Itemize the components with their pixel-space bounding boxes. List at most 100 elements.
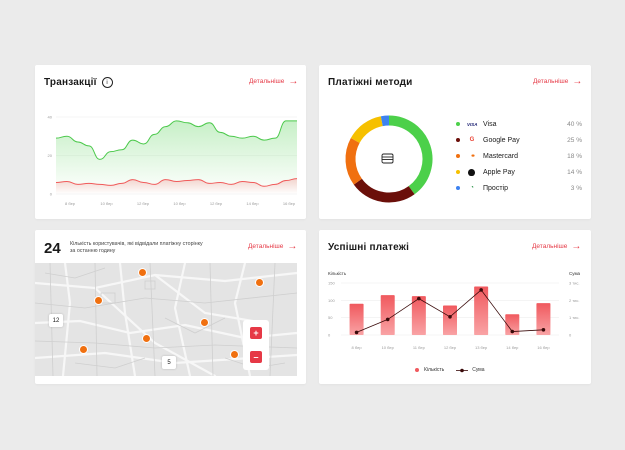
map-pin[interactable]: [79, 345, 88, 354]
x-tick-label: 10 бер: [382, 345, 395, 350]
map-pin[interactable]: [230, 350, 239, 359]
sum-point[interactable]: [448, 315, 452, 319]
sum-point[interactable]: [510, 329, 515, 334]
transactions-more-link[interactable]: Детальніше →: [249, 75, 299, 87]
arrow-right-icon: →: [288, 75, 299, 87]
donut-slice[interactable]: [380, 115, 390, 127]
arrow-right-icon: →: [571, 240, 582, 252]
map-pin[interactable]: [142, 334, 151, 343]
payment-method-row[interactable]: Apple Pay 14 %: [456, 166, 582, 178]
transactions-card: Транзакції i Детальніше → 40 20 0 8 бер 10 …: [35, 65, 306, 219]
arrow-right-icon: →: [572, 75, 583, 87]
x-tick-label: 12 бер: [137, 201, 150, 206]
success-more-link[interactable]: Детальніше →: [532, 240, 582, 252]
count-bar[interactable]: [380, 295, 395, 335]
success-payments-title: Успішні платежі: [328, 242, 410, 253]
payment-method-label: Apple Pay: [483, 168, 515, 176]
wallet-icon: [381, 153, 394, 164]
donut-slice[interactable]: [353, 178, 415, 203]
left-tick-label: 50: [328, 315, 333, 320]
visitors-more-text: Детальніше: [248, 243, 284, 250]
payment-method-label: Простір: [483, 184, 508, 192]
series-area: [56, 178, 297, 194]
legend-dot: [456, 154, 460, 158]
series-line: [55, 120, 297, 160]
payment-method-label: Visa: [483, 120, 497, 128]
map-cluster-badge[interactable]: 5: [162, 356, 176, 369]
left-axis-label: Кількість: [328, 271, 347, 276]
payment-method-row[interactable]: VISA Visa 40 %: [456, 118, 582, 130]
apple-icon: [468, 168, 475, 176]
payment-methods-more-link[interactable]: Детальніше →: [533, 75, 583, 87]
sum-point[interactable]: [541, 328, 546, 332]
sum-point[interactable]: [354, 330, 359, 335]
visitors-card: 24 Кількість користувачів, які відвідали…: [35, 230, 306, 384]
x-tick-label: 14 бер: [246, 201, 259, 206]
payment-method-percent: 25 %: [567, 136, 582, 144]
donut-slice[interactable]: [345, 138, 363, 185]
zoom-out-button[interactable]: –: [250, 351, 262, 363]
y-tick-label: 40: [48, 115, 53, 120]
legend-sum-label: Сума: [472, 367, 485, 373]
x-tick-label: 11 бер: [413, 345, 426, 350]
y-tick-label: 0: [50, 192, 53, 197]
count-bar[interactable]: [349, 303, 364, 335]
payment-method-percent: 14 %: [567, 168, 582, 176]
zoom-in-button[interactable]: +: [250, 327, 262, 339]
success-more-text: Детальніше: [532, 243, 568, 250]
payment-methods-title: Платіжні методи: [328, 77, 413, 88]
legend-sum: Сума: [456, 367, 485, 373]
legend-dot: [456, 138, 460, 142]
count-bar[interactable]: [536, 303, 551, 335]
transactions-chart: 40 20 0 8 бер 10 бер 12 бер 10 бер 12 бер 14 бе…: [48, 115, 298, 206]
success-legend: Кількість Сума: [415, 367, 485, 373]
map-pin[interactable]: [94, 296, 103, 305]
x-tick-label: 14 бер: [506, 345, 519, 350]
right-tick-label: 3 тис.: [569, 281, 580, 286]
map-pin[interactable]: [200, 318, 209, 327]
payment-methods-more-text: Детальніше: [533, 78, 569, 85]
series-line: [55, 178, 298, 187]
legend-count-label: Кількість: [424, 367, 445, 373]
visitors-count: 24: [44, 240, 61, 257]
payment-method-percent: 40 %: [567, 120, 582, 128]
donut-slice[interactable]: [350, 116, 383, 144]
success-chart: 150 100 50 0 3 тис. 2 тис. 1 тис. 0 8 бер 10 бе…: [328, 281, 580, 351]
sum-point[interactable]: [417, 296, 421, 301]
map-pin[interactable]: [138, 268, 147, 277]
count-bar[interactable]: [474, 286, 489, 335]
payment-method-row[interactable]: ◔ Простір 3 %: [456, 182, 582, 194]
payment-donut: [345, 115, 433, 203]
visa-icon: VISA: [467, 121, 478, 127]
x-tick-label: 10 бер: [173, 201, 186, 206]
legend-dot: [456, 122, 460, 126]
map-cluster-badge[interactable]: 12: [49, 314, 63, 327]
payment-method-row[interactable]: G Google Pay 25 %: [456, 134, 582, 146]
count-bar[interactable]: [443, 305, 457, 335]
sum-point[interactable]: [479, 288, 483, 292]
legend-sum-swatch: [456, 368, 469, 372]
success-payments-card: Успішні платежі Детальніше → Кількість С…: [319, 230, 591, 384]
series-area: [56, 120, 297, 194]
payment-method-label: Mastercard: [483, 152, 519, 160]
info-icon[interactable]: i: [101, 77, 113, 88]
visitors-description: Кількість користувачів, які відвідали пл…: [70, 241, 203, 254]
x-tick-label: 10 бер: [100, 201, 113, 206]
payment-methods-card: Платіжні методи Детальніше → VISA Visa 40 …: [319, 65, 591, 219]
right-tick-label: 2 тис.: [569, 298, 580, 303]
transactions-more-text: Детальніше: [249, 78, 285, 85]
right-axis-label: Сума: [569, 271, 581, 276]
legend-count-swatch: [415, 368, 419, 372]
y-tick-label: 20: [48, 153, 53, 158]
right-tick-label: 1 тис.: [569, 315, 580, 320]
count-bar[interactable]: [411, 296, 426, 335]
left-tick-label: 0: [328, 333, 331, 338]
visitors-more-link[interactable]: Детальніше →: [248, 241, 297, 251]
sum-point[interactable]: [385, 317, 390, 322]
map-pin[interactable]: [255, 278, 264, 287]
payment-method-row[interactable]: ●● Mastercard 18 %: [456, 150, 582, 162]
visitors-map[interactable]: 12 5 + –: [35, 263, 297, 376]
count-bar[interactable]: [505, 314, 520, 335]
payment-method-label: Google Pay: [483, 136, 520, 144]
donut-slice[interactable]: [388, 115, 433, 195]
